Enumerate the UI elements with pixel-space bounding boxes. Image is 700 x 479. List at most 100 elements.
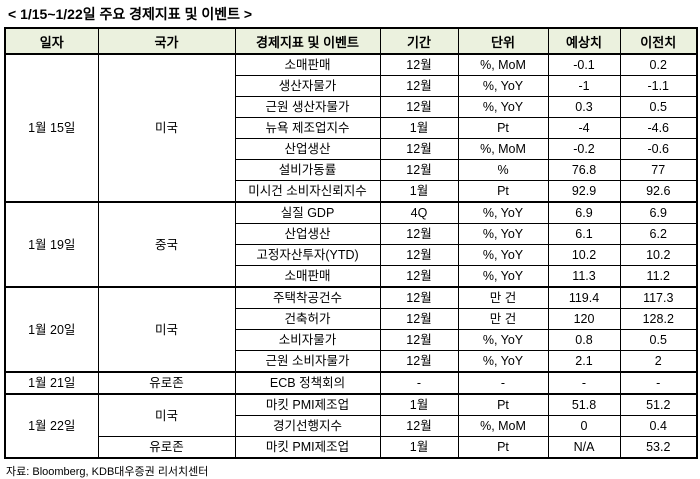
table-row: 1월 19일 중국 실질 GDP 4Q %, YoY 6.9 6.9	[4, 201, 698, 288]
previous-cell: 51.2	[619, 393, 698, 416]
period-cell: 12월	[379, 350, 459, 373]
indicator-cell: 근원 생산자물가	[234, 96, 381, 118]
indicator-cell: 주택착공건수	[234, 286, 381, 309]
indicator-cell: 고정자산투자(YTD)	[234, 244, 381, 266]
unit-cell: %, YoY	[457, 350, 549, 373]
table-row: 고정자산투자(YTD) 12월 %, YoY 10.2 10.2	[5, 244, 698, 266]
period-cell: 12월	[379, 53, 459, 76]
unit-cell: Pt	[457, 393, 549, 416]
col-header-previous: 이전치	[619, 27, 698, 55]
previous-cell: 53.2	[619, 436, 698, 459]
period-cell: 12월	[379, 223, 459, 245]
previous-cell: 0.5	[619, 96, 698, 118]
period-cell: 12월	[379, 96, 459, 118]
unit-cell: %, YoY	[457, 75, 549, 97]
previous-cell: -1.1	[619, 75, 698, 97]
date-cell: 1월 21일	[4, 371, 99, 395]
previous-cell: 6.9	[619, 201, 698, 224]
previous-cell: 92.6	[619, 180, 698, 203]
country-cell: 미국	[97, 286, 236, 373]
indicator-cell: 경기선행지수	[234, 415, 381, 437]
unit-cell: %, YoY	[457, 201, 549, 224]
indicator-cell: 마킷 PMI제조업	[234, 393, 381, 416]
period-cell: 12월	[379, 329, 459, 351]
indicator-cell: 근원 소비자물가	[234, 350, 381, 373]
unit-cell: 만 건	[457, 308, 549, 330]
estimate-cell: N/A	[547, 436, 621, 459]
date-cell: 1월 19일	[4, 201, 99, 288]
unit-cell: %, MoM	[457, 415, 549, 437]
estimate-cell: 10.2	[547, 244, 621, 266]
unit-cell: Pt	[457, 180, 549, 203]
page-title: < 1/15~1/22일 주요 경제지표 및 이벤트 >	[8, 6, 253, 22]
estimate-cell: 6.1	[547, 223, 621, 245]
previous-cell: 0.2	[619, 53, 698, 76]
country-cell: 미국	[97, 53, 236, 203]
indicator-cell: 생산자물가	[234, 75, 381, 97]
previous-cell: 128.2	[619, 308, 698, 330]
previous-cell: -4.6	[619, 117, 698, 139]
period-cell: 12월	[379, 244, 459, 266]
previous-cell: -	[619, 371, 698, 395]
period-cell: 12월	[379, 159, 459, 181]
table-row: 1월 20일 미국 주택착공건수 12월 만 건 119.4 117.3	[4, 286, 698, 373]
table-row: 산업생산 12월 %, MoM -0.2 -0.6	[5, 138, 698, 160]
estimate-cell: -0.2	[547, 138, 621, 160]
indicator-cell: 설비가동률	[234, 159, 381, 181]
period-cell: 12월	[379, 286, 459, 309]
previous-cell: 77	[619, 159, 698, 181]
table-row: 뉴욕 제조업지수 1월 Pt -4 -4.6	[5, 117, 698, 139]
unit-cell: Pt	[457, 117, 549, 139]
table-row: 설비가동률 12월 % 76.8 77	[5, 159, 698, 181]
table-row: 근원 소비자물가 12월 %, YoY 2.1 2	[5, 350, 698, 373]
period-cell: 12월	[379, 308, 459, 330]
estimate-cell: 92.9	[547, 180, 621, 203]
previous-cell: 2	[619, 350, 698, 373]
date-cell: 1월 22일	[4, 393, 99, 459]
unit-cell: %, YoY	[457, 223, 549, 245]
previous-cell: 117.3	[619, 286, 698, 309]
indicator-cell: 건축허가	[234, 308, 381, 330]
previous-cell: 0.4	[619, 415, 698, 437]
indicator-cell: 미시건 소비자신뢰지수	[234, 180, 381, 203]
estimate-cell: 119.4	[547, 286, 621, 309]
unit-cell: %, YoY	[457, 244, 549, 266]
estimate-cell: 51.8	[547, 393, 621, 416]
unit-cell: %, MoM	[457, 53, 549, 76]
estimate-cell: 0.3	[547, 96, 621, 118]
period-cell: 12월	[379, 75, 459, 97]
unit-cell: %, YoY	[457, 96, 549, 118]
estimate-cell: 6.9	[547, 201, 621, 224]
period-cell: 12월	[379, 265, 459, 288]
period-cell: -	[379, 371, 459, 395]
indicator-cell: 뉴욕 제조업지수	[234, 117, 381, 139]
date-cell: 1월 15일	[4, 53, 99, 203]
period-cell: 1월	[379, 393, 459, 416]
table-row: 소매판매 12월 %, YoY 11.3 11.2	[5, 265, 698, 288]
previous-cell: 10.2	[619, 244, 698, 266]
estimate-cell: 76.8	[547, 159, 621, 181]
estimate-cell: 120	[547, 308, 621, 330]
period-cell: 4Q	[379, 201, 459, 224]
col-header-indicator: 경제지표 및 이벤트	[234, 27, 381, 55]
country-cell: 중국	[97, 201, 236, 288]
table-row: 1월 21일 유로존 ECB 정책회의 - - - -	[4, 371, 698, 395]
unit-cell: %, YoY	[457, 329, 549, 351]
estimate-cell: -1	[547, 75, 621, 97]
indicator-cell: 소매판매	[234, 53, 381, 76]
indicator-cell: ECB 정책회의	[234, 371, 381, 395]
col-header-date: 일자	[4, 27, 99, 55]
table-row: 미시건 소비자신뢰지수 1월 Pt 92.9 92.6	[5, 180, 698, 203]
unit-cell: 만 건	[457, 286, 549, 309]
estimate-cell: -	[547, 371, 621, 395]
table-row: 소비자물가 12월 %, YoY 0.8 0.5	[5, 329, 698, 351]
previous-cell: 0.5	[619, 329, 698, 351]
estimate-cell: -0.1	[547, 53, 621, 76]
period-cell: 1월	[379, 180, 459, 203]
period-cell: 1월	[379, 436, 459, 459]
previous-cell: -0.6	[619, 138, 698, 160]
estimate-cell: 2.1	[547, 350, 621, 373]
country-cell: 유로존	[97, 371, 236, 395]
table-row: 1월 15일 미국 소매판매 12월 %, MoM -0.1 0.2	[4, 53, 698, 203]
period-cell: 12월	[379, 138, 459, 160]
